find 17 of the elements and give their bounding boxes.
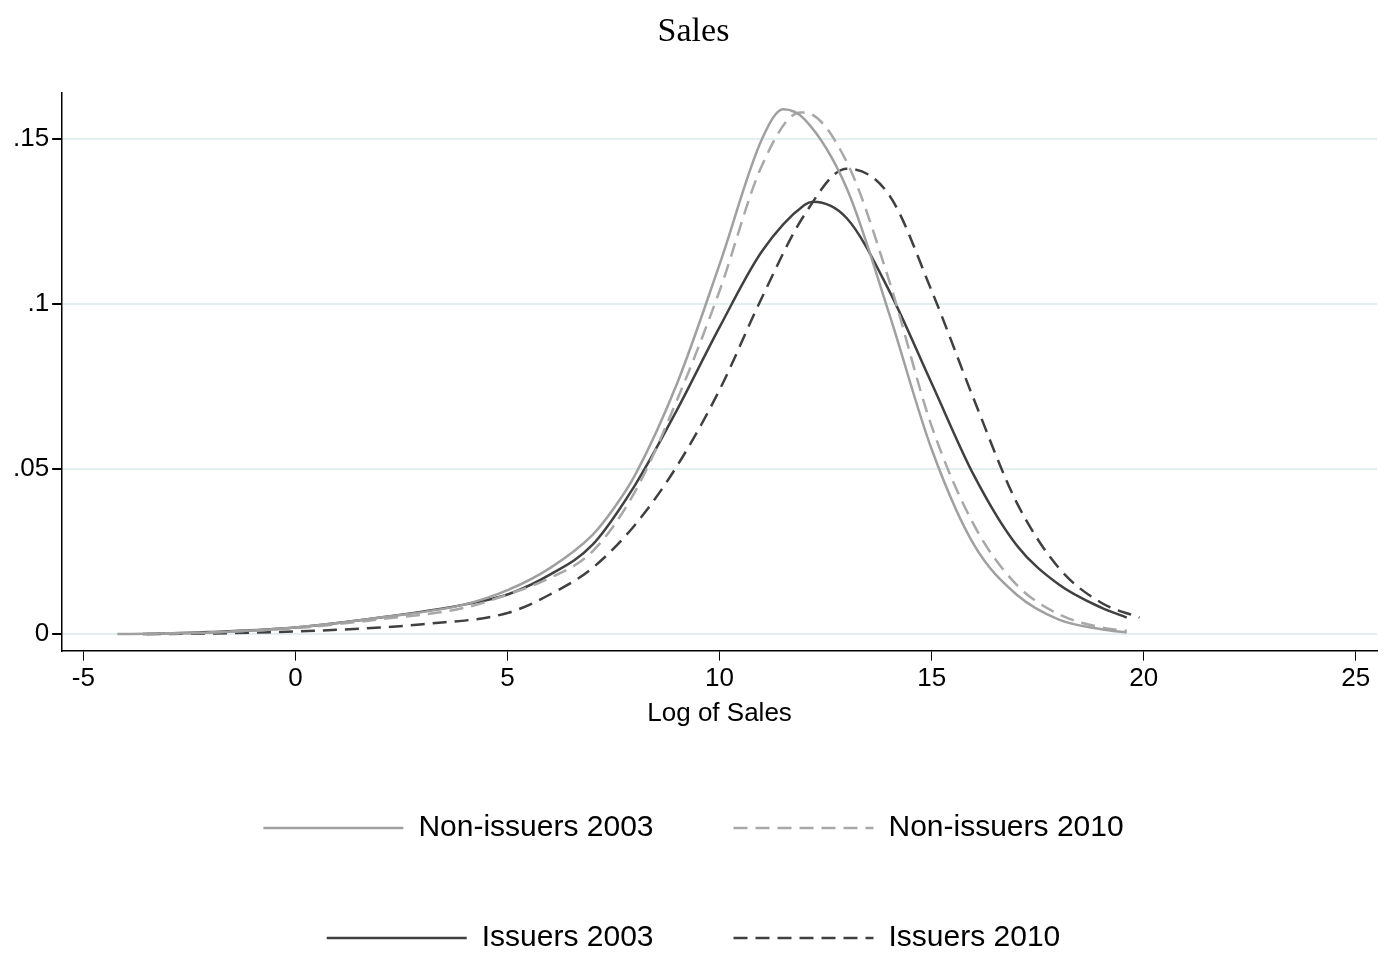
y-tick-label: .15 (12, 122, 50, 153)
y-tick-label: .05 (12, 452, 50, 483)
x-axis-title: Log of Sales (647, 696, 792, 727)
x-tick-label: 10 (705, 662, 735, 693)
x-tick-label: -5 (71, 662, 95, 693)
legend-label: Non-issuers 2010 (888, 809, 1124, 843)
x-tick-label: 25 (1341, 662, 1371, 693)
y-tick-label: 0 (34, 617, 50, 648)
y-tick-label: .1 (27, 287, 50, 318)
legend-label: Issuers 2003 (481, 919, 654, 953)
x-tick-label: 0 (288, 662, 303, 693)
legend-label: Issuers 2010 (888, 919, 1061, 953)
chart-title: Sales (657, 11, 730, 49)
x-tick-label: 15 (917, 662, 947, 693)
x-tick-label: 20 (1129, 662, 1159, 693)
legend-label: Non-issuers 2003 (418, 809, 654, 843)
x-tick-label: 5 (500, 662, 515, 693)
